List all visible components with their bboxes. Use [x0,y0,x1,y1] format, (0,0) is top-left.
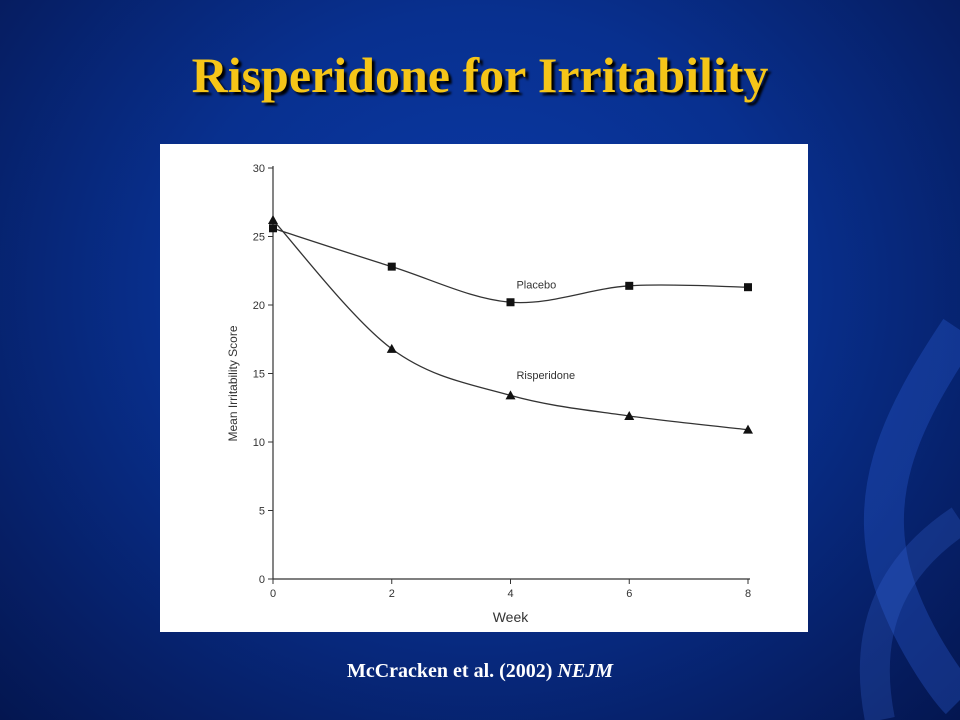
placebo-series-line [272,227,749,304]
series-label: Placebo [516,280,556,292]
chart-panel: 0 5 10 15 20 25 30 0 2 4 6 8 Week Mean Irritability S… [160,144,808,632]
citation: McCracken et al. (2002) NEJM [0,660,960,683]
y-tick-label: 25 [253,232,265,244]
slide-title: Risperidone for Irritability [191,47,769,103]
y-tick-label: 30 [253,163,265,175]
x-tick-label: 4 [507,588,513,600]
y-tick-label: 10 [253,437,265,449]
series-label: Risperidone [516,370,575,382]
y-tick-label: 15 [253,369,265,381]
x-tick-label: 8 [745,588,751,600]
x-axis-label: Week [493,609,530,625]
risperidone-point [624,410,635,420]
risperidone-series-line [272,219,749,431]
risperidone-point [743,424,753,434]
x-tick-label: 2 [389,588,395,600]
citation-journal: NEJM [557,660,614,682]
irritability-line-chart: 0 5 10 15 20 25 30 0 2 4 6 8 Week Mean Irritability S… [226,163,753,625]
x-tick-label: 6 [626,588,632,600]
risperidone-point [505,390,516,400]
placebo-point [387,262,396,271]
citation-authors: McCracken et al. (2002) [346,660,553,682]
placebo-point [269,224,277,233]
placebo-point [744,283,752,292]
placebo-point [625,281,634,290]
y-tick-label: 0 [259,574,265,586]
x-tick-label: 0 [270,588,276,600]
risperidone-point [268,215,278,225]
placebo-point [506,298,515,307]
y-axis-label: Mean Irritability Score [226,325,240,441]
risperidone-point [386,343,397,353]
y-tick-label: 5 [259,506,265,518]
y-tick-label: 20 [253,300,265,312]
